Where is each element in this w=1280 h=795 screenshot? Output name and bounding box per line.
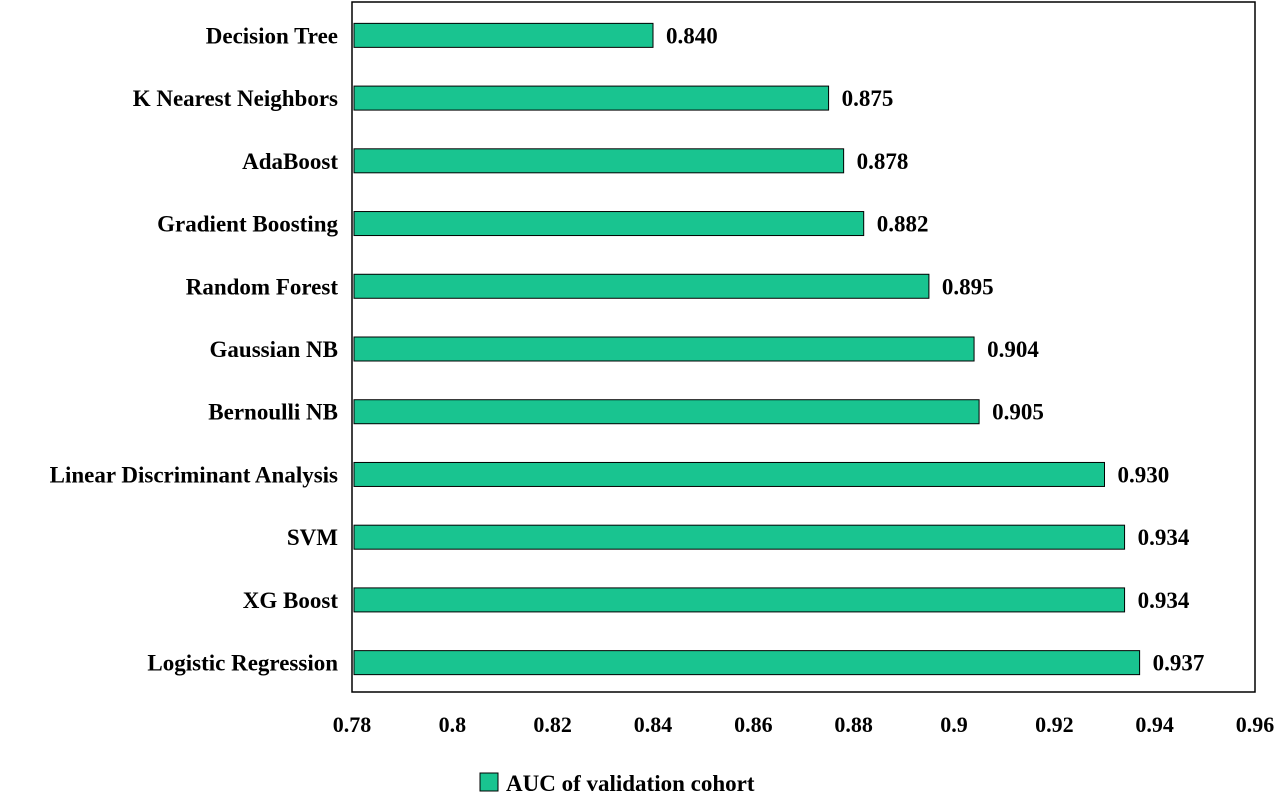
category-label: K Nearest Neighbors [133, 86, 338, 111]
category-label: XG Boost [243, 588, 339, 613]
x-tick-label: 0.84 [634, 712, 673, 737]
category-label: SVM [287, 525, 338, 550]
value-label: 0.882 [877, 212, 929, 237]
bar-linear-discriminant-analysis [353, 461, 1105, 487]
x-tick-label: 0.78 [333, 712, 372, 737]
legend: AUC of validation cohort [479, 771, 755, 795]
category-label: Gaussian NB [210, 337, 338, 362]
x-axis-ticks: 0.78 0.8 0.82 0.84 0.86 0.88 0.9 0.92 0.94 0.96 [333, 712, 1275, 737]
bar-gaussian-nb [353, 336, 975, 362]
bar-gradient-boosting [353, 211, 865, 237]
x-tick-label: 0.82 [533, 712, 572, 737]
value-label: 0.878 [857, 149, 909, 174]
bar-adaboost [353, 148, 845, 174]
bar-bernoulli-nb [353, 399, 980, 425]
legend-label: AUC of validation cohort [506, 771, 755, 795]
value-label: 0.937 [1153, 651, 1205, 676]
category-label: Decision Tree [206, 23, 338, 48]
value-label: 0.930 [1118, 462, 1170, 487]
bar-k-nearest-neighbors [353, 85, 830, 111]
x-tick-label: 0.94 [1135, 712, 1174, 737]
value-label: 0.905 [992, 400, 1044, 425]
category-label: Gradient Boosting [157, 212, 338, 237]
value-label: 0.934 [1138, 525, 1190, 550]
value-label: 0.934 [1138, 588, 1190, 613]
category-label: Bernoulli NB [208, 400, 338, 425]
bars-layer: Decision Tree 0.840 K Nearest Neighbors 0.8… [50, 22, 1205, 676]
x-tick-label: 0.96 [1236, 712, 1275, 737]
x-tick-label: 0.86 [734, 712, 773, 737]
legend-swatch [479, 772, 499, 792]
bar-decision-tree [353, 22, 654, 48]
category-label: Linear Discriminant Analysis [50, 462, 338, 487]
value-label: 0.840 [666, 23, 718, 48]
bar-random-forest [353, 273, 930, 299]
x-tick-label: 0.9 [940, 712, 968, 737]
value-label: 0.895 [942, 274, 994, 299]
category-label: Logistic Regression [147, 651, 338, 676]
value-label: 0.875 [842, 86, 894, 111]
value-label: 0.904 [987, 337, 1039, 362]
x-tick-label: 0.88 [834, 712, 873, 737]
x-tick-label: 0.8 [439, 712, 467, 737]
category-label: Random Forest [186, 274, 339, 299]
bar-xg-boost [353, 587, 1126, 613]
bar-logistic-regression [353, 650, 1141, 676]
x-tick-label: 0.92 [1035, 712, 1074, 737]
bar-svm [353, 524, 1126, 550]
category-label: AdaBoost [242, 149, 338, 174]
